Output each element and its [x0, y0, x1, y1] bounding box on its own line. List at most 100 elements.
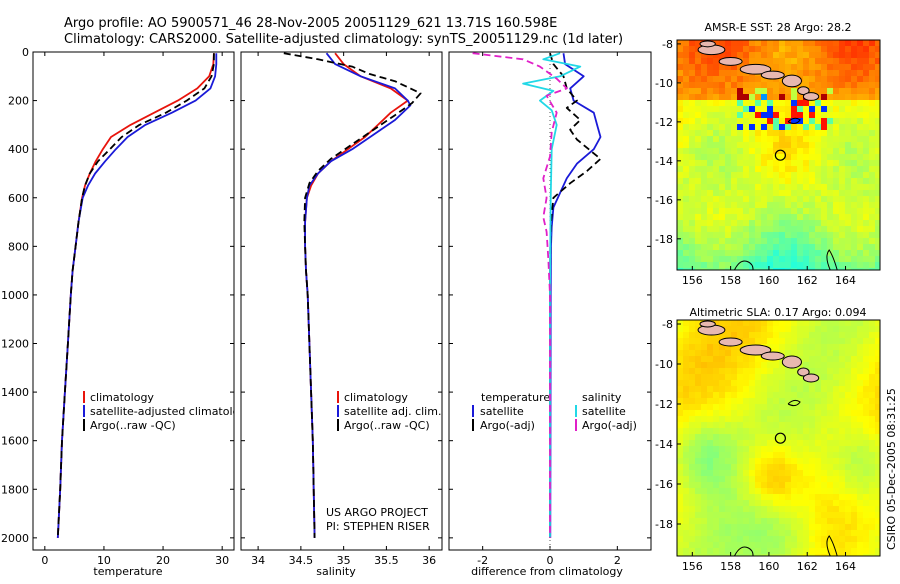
sla_map-cell	[725, 482, 732, 489]
sst_map-cell	[767, 136, 774, 143]
sla_map-cell	[863, 542, 870, 549]
sla_map-cell	[851, 434, 858, 441]
sla_map-cell	[875, 542, 880, 549]
sst_map-cell	[707, 130, 714, 137]
sst_map-cell	[875, 184, 880, 191]
sla_map-cell	[773, 536, 780, 543]
sst_map-cell	[797, 94, 804, 101]
sst_map-cell	[755, 250, 762, 257]
sst_map-cell	[713, 94, 720, 101]
sst_map-cell	[779, 160, 786, 167]
sla_map-cell	[683, 446, 690, 453]
sla_map-cell	[851, 398, 858, 405]
sla_map-cell	[839, 512, 846, 519]
sst_map-cell	[743, 118, 750, 125]
sla_map-cell	[779, 464, 786, 471]
sst_map-cell	[863, 220, 870, 227]
sla_map-cell	[827, 368, 834, 375]
sla_map-cell	[677, 380, 684, 387]
sst_map-cell	[701, 250, 708, 257]
sla_map-cell	[851, 488, 858, 495]
sst_map-cell	[683, 52, 690, 59]
sla_map-cell	[701, 476, 708, 483]
sst_map-cell	[809, 262, 816, 269]
sla_map-cell	[833, 404, 840, 411]
sst_map-cell	[857, 262, 864, 269]
sst_map-cell	[749, 208, 756, 215]
sla_map-cell	[857, 350, 864, 357]
sla_map-cell	[677, 386, 684, 393]
temperature-legend: climatology satellite-adjusted climatolo…	[83, 391, 234, 432]
sst_map-cell	[761, 148, 768, 155]
sst_map-cell	[875, 208, 880, 215]
sst_map-cell	[833, 250, 840, 257]
sla_map-cell	[869, 542, 876, 549]
sla_map-cell	[695, 518, 702, 525]
sst_map-cell	[857, 166, 864, 173]
sla_map-cell	[791, 554, 798, 556]
sla_map-cell	[845, 386, 852, 393]
sla_map-cell	[773, 524, 780, 531]
sla_map-cell	[875, 512, 880, 519]
sla_map-cell	[779, 494, 786, 501]
sla_map-cell	[713, 518, 720, 525]
sla_map-cell	[713, 410, 720, 417]
sla_map-cell	[731, 440, 738, 447]
sst_map-cell	[713, 154, 720, 161]
sla_map-cell	[821, 404, 828, 411]
sst_map-cell	[809, 172, 816, 179]
sla_map-cell	[749, 554, 756, 556]
sst_map-cell	[869, 154, 876, 161]
sla_map-cell	[851, 512, 858, 519]
sla_map-cell	[725, 380, 732, 387]
sst_map-cell	[695, 220, 702, 227]
sst_map-cell	[743, 124, 750, 131]
sst_map-cell	[797, 142, 804, 149]
sla_map-cell	[791, 458, 798, 465]
sst_map-cell	[785, 130, 792, 137]
sla_map-cell	[851, 368, 858, 375]
sla_map-cell	[791, 326, 798, 333]
sst_map-cell	[725, 148, 732, 155]
sla_map-cell	[809, 530, 816, 537]
sst_map-cell	[779, 190, 786, 197]
sst_map-cell	[689, 256, 696, 263]
sst_map-cell	[707, 118, 714, 125]
sst_map-cell	[677, 106, 684, 113]
sla_map-cell	[767, 506, 774, 513]
sla_map-cell	[725, 368, 732, 375]
sst_map-cell	[767, 184, 774, 191]
sst_map-cell	[767, 118, 774, 125]
sla_map-cell	[863, 416, 870, 423]
sla_map-cell	[755, 524, 762, 531]
sla_map-cell	[875, 374, 880, 381]
sla_map-cell	[857, 530, 864, 537]
sst_map-cell	[683, 202, 690, 209]
sst_map-cell	[803, 52, 810, 59]
sla_map-cell	[683, 416, 690, 423]
sla_map-cell	[701, 434, 708, 441]
sst_map-cell	[677, 70, 684, 77]
sla_map-cell	[701, 488, 708, 495]
sla_map-cell	[839, 428, 846, 435]
sst_map-cell	[731, 94, 738, 101]
sst_map-cell	[725, 82, 732, 89]
sla_map-cell	[845, 530, 852, 537]
sla_map-cell	[689, 536, 696, 543]
sla_map-cell	[851, 332, 858, 339]
sst_map-cell	[857, 250, 864, 257]
sst_map-cell	[809, 58, 816, 65]
sst_map-cell	[743, 112, 750, 119]
sla_map-cell	[713, 554, 720, 556]
sla_map-cell	[677, 464, 684, 471]
sla_map-cell	[683, 512, 690, 519]
sst_map-cell	[779, 118, 786, 125]
sla_map-cell	[815, 506, 822, 513]
sla_map-cell	[791, 476, 798, 483]
sst_map-cell	[821, 100, 828, 107]
sla_map-cell	[677, 434, 684, 441]
sla_map-cell	[815, 530, 822, 537]
sla_map-cell	[869, 512, 876, 519]
sst_map-cell	[797, 196, 804, 203]
sla_map-cell	[725, 506, 732, 513]
